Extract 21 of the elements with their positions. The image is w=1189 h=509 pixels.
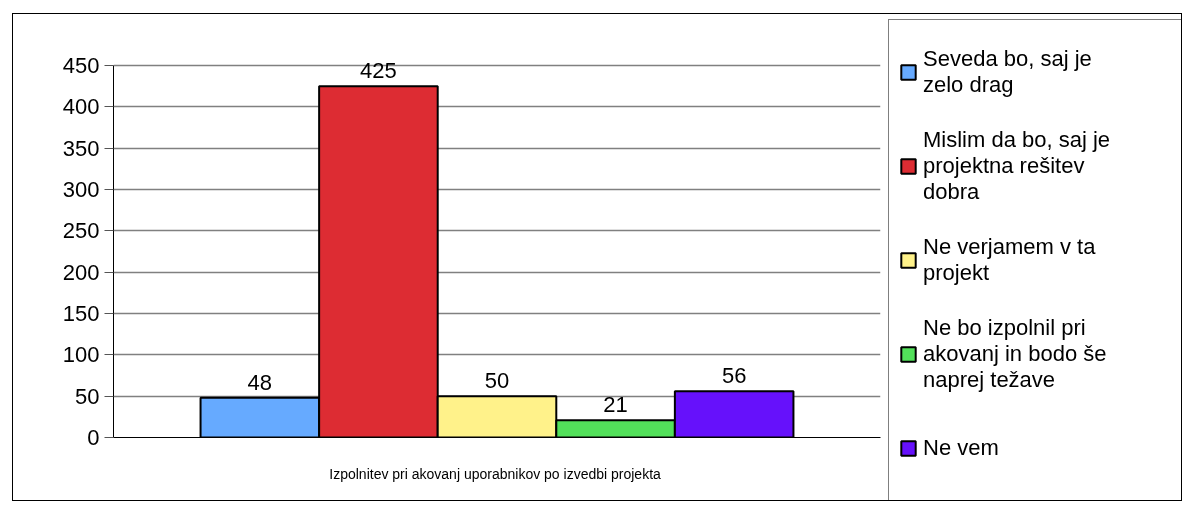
y-tick-label: 150 [62, 301, 100, 327]
y-tick-label: 300 [62, 177, 100, 203]
legend-label: Mislim da bo, saj je projektna rešitev dobra [923, 126, 1112, 206]
y-tick-label: 350 [62, 135, 100, 161]
x-tick-label: Izpolnitev pri akovanj uporabnikov po izvedbi projekta [329, 465, 662, 482]
legend-label: Ne bo izpolnil pri akovanj in bodo še naprej težave [923, 314, 1108, 394]
y-tick-label: 400 [62, 94, 100, 120]
data-label: 21 [603, 392, 628, 418]
data-label: 48 [247, 369, 273, 395]
y-tick-label: 450 [62, 53, 100, 79]
data-label: 56 [721, 363, 747, 389]
data-label: 50 [484, 368, 510, 394]
data-label: 425 [360, 58, 397, 84]
y-tick-label: 100 [62, 342, 100, 368]
legend-label: Ne verjamem v ta projekt [923, 233, 1097, 287]
y-tick-label: 250 [62, 218, 100, 244]
y-tick-label: 0 [87, 425, 100, 450]
legend-label: Seveda bo, saj je zelo drag [923, 45, 1093, 99]
legend-label: Ne vem [923, 434, 1000, 462]
y-tick-label: 200 [62, 259, 100, 285]
y-tick-label: 50 [75, 383, 100, 409]
